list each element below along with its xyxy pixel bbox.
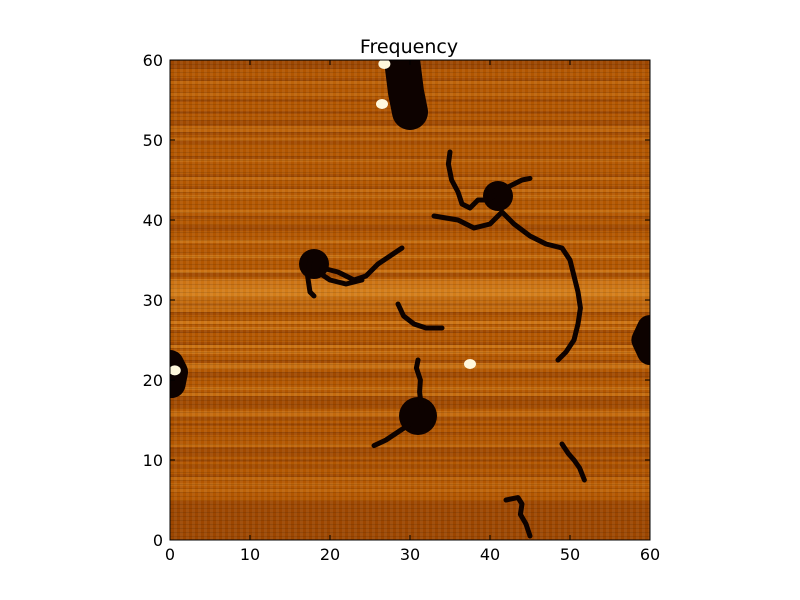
right-edge-blob — [631, 315, 650, 365]
x-axis: 0 10 20 30 40 50 60 — [165, 60, 660, 564]
lower-right-strand — [559, 441, 587, 483]
bright-spot — [170, 365, 181, 376]
upper-strand — [445, 149, 497, 211]
plot-area — [170, 60, 650, 540]
y-tick-label: 40 — [143, 211, 163, 230]
x-tick-label: 60 — [640, 545, 660, 564]
middle-strand — [395, 301, 445, 331]
features-layer — [170, 60, 650, 539]
lower-center-down-arm — [371, 421, 413, 449]
y-tick-label: 30 — [143, 291, 163, 310]
y-tick-label: 10 — [143, 451, 163, 470]
texture-horizontal — [170, 60, 650, 540]
x-tick-label: 10 — [240, 545, 260, 564]
long-strand — [431, 209, 583, 363]
center-left-spur — [305, 257, 317, 299]
y-tick-label: 50 — [143, 131, 163, 150]
center-left-lower-arm — [315, 269, 365, 287]
x-tick-label: 40 — [480, 545, 500, 564]
chart-title: Frequency — [360, 36, 458, 58]
x-tick-label: 0 — [165, 545, 175, 564]
bright-spot — [378, 60, 391, 69]
x-tick-label: 50 — [560, 545, 580, 564]
x-tick-label: 30 — [400, 545, 420, 564]
upper-right-tail — [503, 175, 533, 191]
bottom-strand — [503, 495, 533, 539]
y-tick-label: 0 — [153, 531, 163, 550]
y-axis: 0 10 20 30 40 50 60 — [143, 51, 650, 550]
center-left-strand — [319, 245, 405, 283]
bright-spot — [464, 359, 476, 369]
top-blob — [384, 60, 428, 130]
y-tick-label: 60 — [143, 51, 163, 70]
x-tick-label: 20 — [320, 545, 340, 564]
y-tick-label: 20 — [143, 371, 163, 390]
lower-center-up-arm — [413, 357, 425, 415]
bright-spot — [376, 99, 388, 109]
